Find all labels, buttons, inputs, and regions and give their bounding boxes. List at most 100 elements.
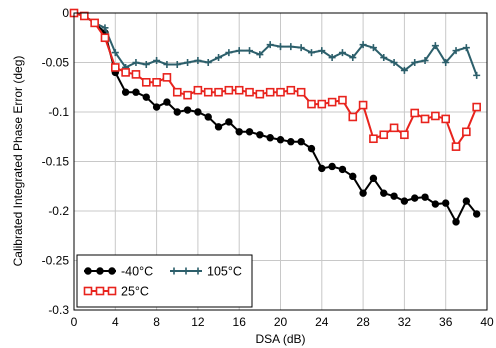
data-point: [255, 89, 265, 99]
data-point: [193, 85, 203, 95]
data-point: [349, 54, 357, 62]
legend-marker: [107, 286, 117, 296]
data-point: [183, 90, 192, 100]
x-tick-label: 12: [191, 315, 205, 329]
y-tick-label: -0.25: [42, 254, 70, 268]
y-axis-title: Calibrated Integrated Phase Error (deg): [11, 56, 25, 267]
data-point: [442, 59, 450, 66]
series-line: [73, 12, 478, 223]
data-point: [100, 33, 110, 43]
data-point: [473, 71, 481, 79]
data-point: [297, 138, 305, 146]
legend-marker: [170, 267, 178, 275]
data-point: [225, 118, 233, 126]
data-point: [296, 87, 306, 97]
legend-marker: [182, 267, 190, 275]
data-point: [276, 136, 285, 144]
series-2: [69, 8, 481, 151]
x-tick-label: 20: [274, 315, 288, 329]
legend-label: 105°C: [207, 265, 242, 279]
data-point: [297, 44, 305, 52]
data-point: [132, 59, 140, 66]
data-point: [452, 47, 460, 55]
x-tick-label: 0: [71, 315, 78, 329]
y-tick-label: -0.15: [42, 155, 70, 169]
data-point: [80, 11, 89, 21]
data-point: [400, 130, 409, 140]
x-tick-label: 36: [439, 315, 453, 329]
data-point: [224, 85, 234, 95]
x-tick-label: 4: [112, 315, 119, 329]
data-point: [380, 54, 388, 62]
data-point: [462, 197, 471, 205]
data-point: [400, 197, 409, 205]
series-line: [73, 12, 478, 76]
data-point: [369, 44, 377, 52]
x-tick-label: 16: [233, 315, 247, 329]
data-point: [379, 130, 389, 140]
data-point: [163, 60, 171, 68]
legend-box: [76, 254, 253, 308]
data-point: [451, 142, 461, 151]
data-point: [472, 102, 481, 112]
x-tick-label: 32: [398, 315, 412, 329]
data-point: [225, 49, 233, 57]
x-tick-label: 28: [356, 315, 370, 329]
data-point: [142, 93, 150, 101]
y-tick-label: -0.3: [48, 303, 69, 317]
data-point: [204, 59, 212, 66]
y-tick-label: 0: [62, 6, 69, 20]
data-point: [204, 113, 212, 121]
legend: -40°C 105°C 25°C: [76, 254, 253, 308]
series-0: [70, 9, 481, 226]
data-point: [462, 44, 470, 52]
data-point: [318, 164, 326, 173]
data-point: [390, 192, 398, 200]
y-tick-label: -0.1: [48, 105, 69, 119]
legend-label: -40°C: [121, 265, 153, 279]
data-point: [215, 54, 223, 62]
data-point: [277, 43, 284, 51]
data-point: [141, 78, 151, 87]
data-point: [462, 127, 471, 137]
data-point: [338, 95, 347, 105]
data-point: [287, 138, 295, 146]
data-point: [183, 106, 192, 114]
data-point: [214, 87, 223, 97]
data-point: [328, 162, 336, 171]
data-point: [203, 87, 213, 97]
data-point: [338, 165, 347, 174]
data-point: [359, 41, 367, 49]
legend-marker: [96, 267, 104, 275]
legend-marker: [84, 267, 92, 275]
data-point: [111, 63, 120, 72]
data-point: [152, 103, 161, 111]
x-tick-label: 8: [153, 315, 160, 329]
plot-frame: [73, 12, 488, 311]
y-tick-label: -0.05: [42, 56, 70, 70]
x-axis-ticks: 0 4 8 12 16 20 24 28 32 36 40: [71, 315, 494, 329]
x-tick-label: 24: [315, 315, 329, 329]
data-point: [256, 51, 264, 59]
data-point: [266, 41, 274, 49]
data-point: [348, 112, 358, 122]
series-1: [70, 9, 481, 79]
data-point: [327, 97, 337, 107]
data-point: [431, 42, 439, 50]
data-point: [173, 108, 181, 116]
data-point: [286, 85, 296, 95]
data-point: [420, 114, 430, 124]
data-point: [152, 78, 161, 87]
data-point: [121, 68, 130, 77]
legend-label: 25°C: [121, 285, 149, 299]
data-point: [142, 60, 150, 68]
legend-marker: [83, 286, 93, 296]
data-point: [328, 54, 336, 62]
y-axis-ticks: 0 -0.05 -0.1 -0.15 -0.2 -0.25 -0.3: [42, 6, 70, 317]
data-point: [441, 114, 451, 124]
data-point: [245, 87, 254, 97]
data-point: [266, 134, 274, 142]
series-line: [73, 12, 478, 148]
legend-marker: [194, 267, 202, 275]
